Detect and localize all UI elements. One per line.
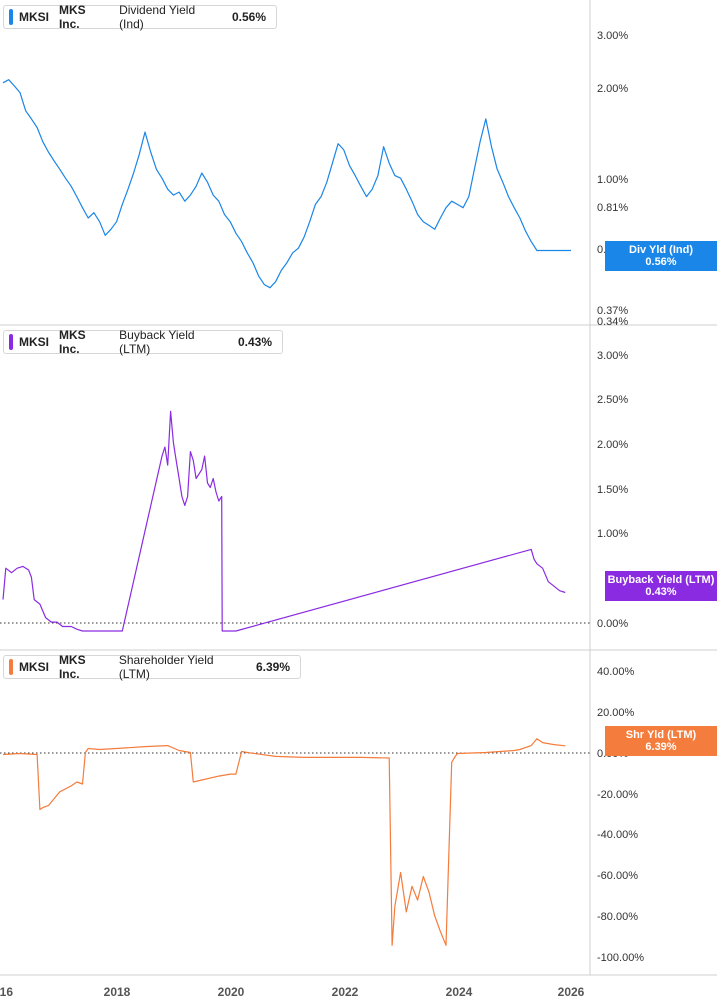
x-tick-label: 016 (0, 985, 13, 999)
legend-dividend[interactable]: MKSI MKS Inc. Dividend Yield (Ind) 0.56% (3, 3, 277, 31)
legend-shareholder[interactable]: MKSI MKS Inc. Shareholder Yield (LTM) 6.… (3, 653, 301, 681)
series-line-shareholder (2, 738, 566, 946)
legend-swatch (9, 659, 13, 675)
y-tick-label: 0.37% (597, 305, 628, 317)
y-tick-label: 40.00% (597, 666, 635, 678)
value-tag-value: 0.43% (645, 586, 677, 598)
y-tick-label: -60.00% (597, 870, 638, 882)
y-tick-label: -100.00% (597, 952, 644, 964)
legend-company: MKS Inc. (58, 653, 86, 681)
value-tag-label: Buyback Yield (LTM) (607, 574, 715, 586)
y-tick-label: 3.00% (597, 350, 628, 362)
legend-value: 0.43% (237, 335, 273, 349)
value-tag-value: 6.39% (645, 741, 677, 753)
x-tick-label: 2024 (446, 985, 473, 999)
legend-swatch (9, 9, 13, 25)
legend-company: MKS Inc. (58, 3, 86, 31)
legend-metric: Dividend Yield (Ind) (119, 3, 196, 31)
y-tick-label: 2.50% (597, 394, 628, 406)
y-tick-label: 1.00% (597, 174, 628, 186)
y-tick-label: 0.34% (597, 316, 628, 328)
series-layer (2, 79, 571, 946)
chart-frame (0, 0, 717, 976)
y-tick-label: 2.00% (597, 439, 628, 451)
y-tick-label: -20.00% (597, 789, 638, 801)
legend-swatch (9, 334, 13, 350)
value-tag-dividend: Div Yld (Ind) 0.56% (605, 241, 717, 271)
y-tick-label: 1.00% (597, 528, 628, 540)
legend-metric: Buyback Yield (LTM) (119, 328, 195, 356)
y-tick-label: -40.00% (597, 829, 638, 841)
legend-metric: Shareholder Yield (LTM) (118, 653, 214, 681)
x-tick-labels: 016 2018 2020 2022 2024 2026 (0, 985, 585, 999)
legend-value: 0.56% (231, 10, 266, 24)
y-tick-label: 0.00% (597, 618, 628, 630)
legend-company: MKS Inc. (58, 328, 86, 356)
x-tick-label: 2026 (558, 985, 585, 999)
legend-ticker: MKSI (18, 10, 49, 24)
legend-ticker: MKSI (18, 660, 49, 674)
legend-ticker: MKSI (18, 335, 49, 349)
y-tick-label: -80.00% (597, 911, 638, 923)
legend-buyback[interactable]: MKSI MKS Inc. Buyback Yield (LTM) 0.43% (3, 328, 283, 356)
y-tick-label: 2.00% (597, 83, 628, 95)
x-tick-label: 2018 (104, 985, 131, 999)
x-tick-label: 2022 (332, 985, 359, 999)
series-line-buyback (2, 410, 566, 632)
x-tick-label: 2020 (218, 985, 245, 999)
value-tag-buyback: Buyback Yield (LTM) 0.43% (605, 571, 717, 601)
value-tag-label: Div Yld (Ind) (629, 244, 693, 256)
y-tick-label: 1.50% (597, 484, 628, 496)
legend-value: 6.39% (255, 660, 290, 674)
y-tick-label: 20.00% (597, 707, 635, 719)
value-tag-shareholder: Shr Yld (LTM) 6.39% (605, 726, 717, 756)
series-line-dividend (2, 79, 571, 289)
y-tick-label: 0.81% (597, 202, 628, 214)
value-tag-label: Shr Yld (LTM) (625, 729, 697, 741)
y-tick-label: 3.00% (597, 30, 628, 42)
value-tag-value: 0.56% (645, 256, 677, 268)
y-tick-labels: 3.00%2.00%1.00%0.81%0.50.37%0.34%3.00%2.… (597, 30, 644, 964)
